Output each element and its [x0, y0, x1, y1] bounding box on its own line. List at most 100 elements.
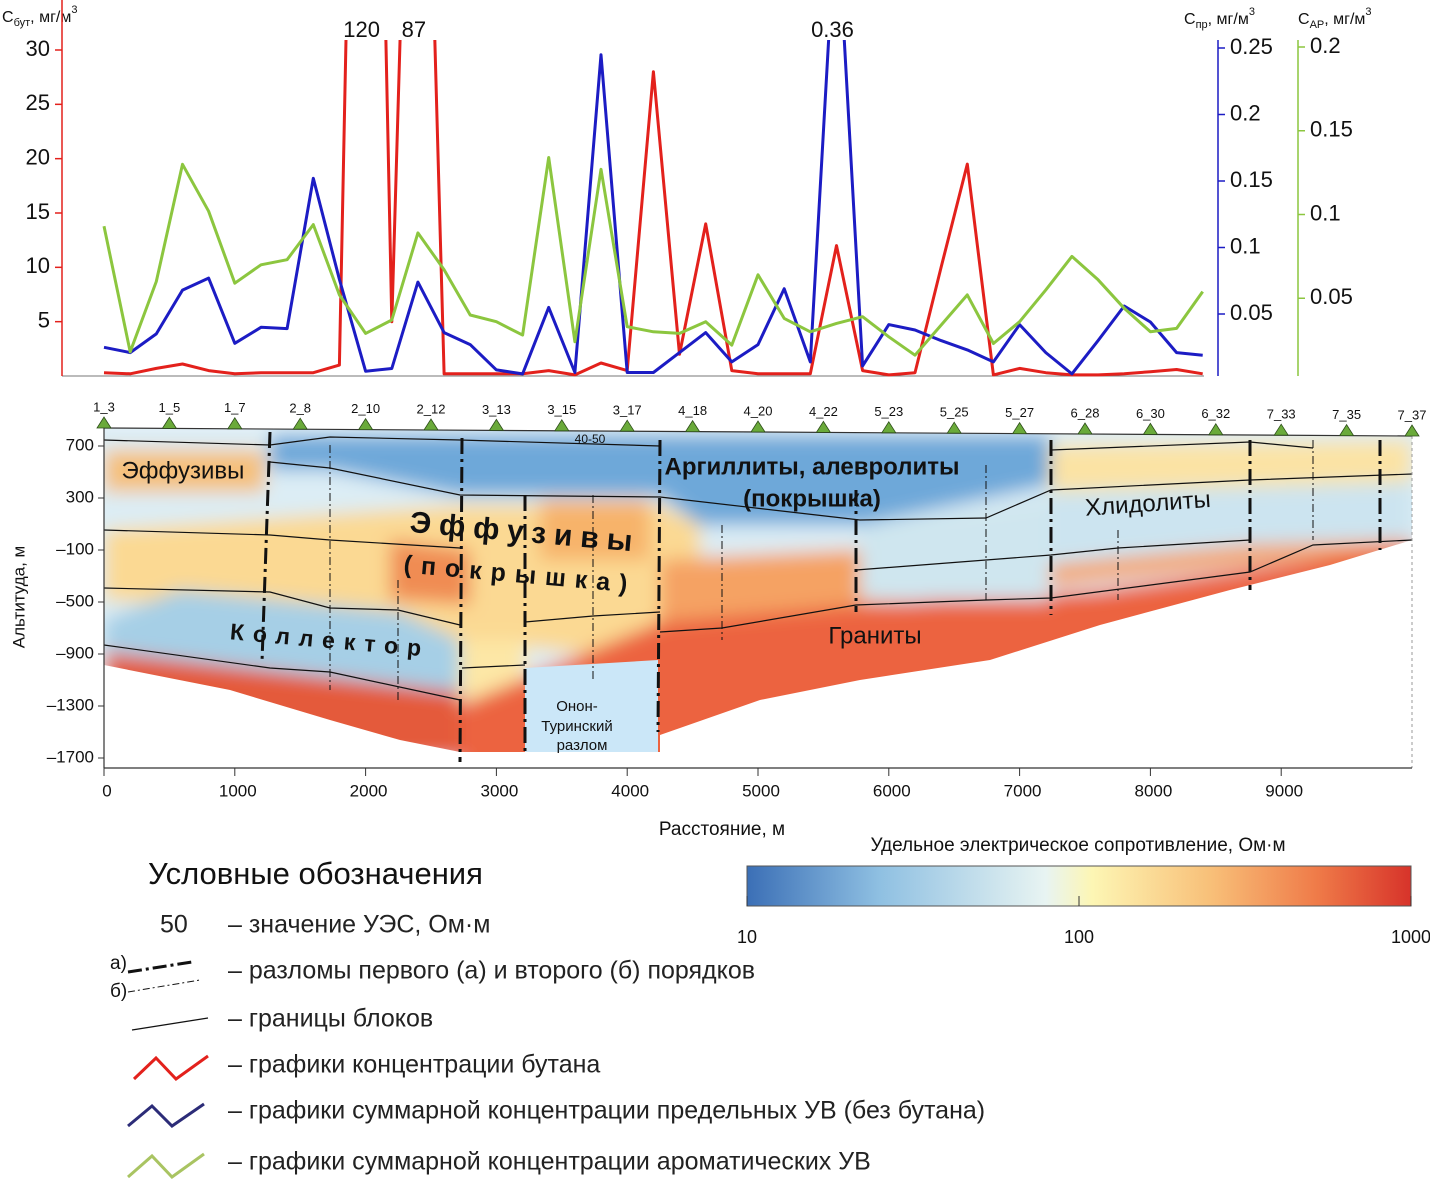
- label-part: , мг/м: [1324, 11, 1365, 28]
- station-marker: [292, 417, 308, 430]
- y3-tick-label: 0.05: [1310, 284, 1353, 309]
- x-tick-label: 5000: [742, 781, 780, 800]
- legend-item: – графики концентрации бутана: [228, 1051, 600, 1079]
- station-label: 2_8: [289, 401, 311, 416]
- station-marker: [1338, 423, 1355, 437]
- legend-symbol: а): [110, 953, 127, 974]
- faults-first-order: [260, 431, 1382, 763]
- x-tick-label: 1000: [219, 781, 257, 800]
- x-tick-label: 8000: [1134, 781, 1172, 800]
- y-tick-label: –1700: [47, 747, 94, 766]
- section-label: разлом: [557, 737, 608, 754]
- legend-symbol: 50: [160, 911, 188, 939]
- station-label: 2_12: [417, 401, 446, 416]
- y-tick-label: 20: [26, 144, 50, 169]
- legend-symbol: б): [110, 981, 127, 1002]
- value-label: 120: [343, 17, 380, 42]
- y-tick-label: 30: [26, 36, 50, 61]
- faults-second-order: [329, 440, 1314, 700]
- legend: Условные обозначения 50 – значение УЭС, …: [110, 856, 985, 1179]
- station-label: 1_7: [224, 400, 246, 415]
- station-label: 4_22: [809, 404, 838, 419]
- station-marker: [1142, 422, 1159, 435]
- legend-line-icon: [127, 1102, 205, 1128]
- station-label: 5_27: [1005, 405, 1034, 420]
- section-label: Онон-: [556, 698, 598, 715]
- series-line: [103, 40, 1203, 377]
- station-marker: [161, 416, 178, 429]
- y2-tick-label: 0.25: [1230, 34, 1273, 59]
- legend-item: – графики суммарной концентрации предель…: [228, 1097, 985, 1125]
- series-line: [102, 156, 1204, 357]
- y-tick-label: 5: [38, 307, 50, 332]
- station-label: 1_3: [93, 399, 115, 414]
- section-label: (покрышка): [743, 485, 881, 512]
- station-marker: [357, 417, 374, 431]
- station-label: 3_13: [482, 402, 511, 417]
- value-label: 87: [402, 17, 426, 42]
- station-marker: [815, 420, 832, 433]
- legend-line-icon: [127, 1152, 205, 1179]
- x-tick-label: 3000: [480, 781, 518, 800]
- station-label: 7_35: [1332, 407, 1361, 422]
- x-tick-label: 9000: [1265, 781, 1303, 800]
- station-label: 3_17: [613, 403, 642, 418]
- station-marker: [750, 420, 766, 433]
- y2-tick-label: 0.1: [1230, 233, 1261, 258]
- legend-line-icon: [132, 1054, 209, 1081]
- station-label: 5_23: [874, 404, 903, 419]
- legend-item: – разломы первого (а) и второго (б) поря…: [228, 957, 755, 985]
- legend-item: – значение УЭС, Ом·м: [228, 911, 490, 939]
- legend-title: Условные обозначения: [148, 856, 483, 891]
- label-part: бут: [14, 17, 31, 29]
- x-tick-label: 7000: [1004, 781, 1042, 800]
- y-tick-label: 25: [26, 90, 50, 115]
- station-label: 6_30: [1136, 406, 1165, 421]
- label-part: 3: [71, 4, 77, 16]
- y-tick-label: 300: [66, 487, 94, 506]
- station-marker: [554, 419, 570, 432]
- station-label: 1_5: [159, 400, 181, 415]
- x-tick-label: 6000: [873, 781, 911, 800]
- resistivity-field: [104, 428, 1412, 752]
- legend-item: – границы блоков: [228, 1005, 433, 1033]
- y-tick-label: 10: [26, 253, 50, 278]
- station-marker: [881, 421, 897, 434]
- station-marker: [619, 419, 635, 432]
- section-y-title: Альтитуда, м: [9, 546, 28, 649]
- value-label: 0.36: [811, 17, 854, 42]
- label-part: С: [1298, 11, 1310, 28]
- station-marker: [96, 416, 112, 429]
- label-part: 3: [1249, 6, 1255, 18]
- label-part: пр: [1196, 19, 1208, 31]
- legend-item: – графики суммарной концентрации аромати…: [228, 1148, 871, 1176]
- station-label: 4_20: [744, 403, 773, 418]
- x-tick-label: 4000: [611, 781, 649, 800]
- label-part: С: [1184, 11, 1196, 28]
- colorbar-tick-label: 10: [737, 927, 757, 947]
- y-axis-title: Сбут, мг/м3: [2, 4, 77, 29]
- station-marker: [227, 417, 243, 430]
- station-label: 3_15: [547, 402, 576, 417]
- legend-fault-a: [127, 960, 193, 974]
- y3-tick-label: 0.15: [1310, 117, 1353, 142]
- section-label: Граниты: [828, 622, 921, 649]
- y3-tick-label: 0.2: [1310, 33, 1341, 58]
- section-label: Аргиллиты, алевролиты: [665, 453, 960, 480]
- y2-tick-label: 0.15: [1230, 167, 1273, 192]
- station-label: 6_28: [1071, 405, 1100, 420]
- station-marker: [1011, 421, 1028, 435]
- block-boundaries: [103, 436, 1413, 701]
- y3-tick-label: 0.1: [1310, 200, 1341, 225]
- section-label: Туринский: [541, 718, 612, 735]
- y-tick-label: –500: [56, 591, 94, 610]
- label-part: С: [2, 9, 14, 26]
- station-marker: [1404, 424, 1420, 437]
- station-marker: [684, 419, 701, 433]
- colorbar-tick-label: 1000: [1391, 927, 1430, 947]
- y3-axis-title: САР, мг/м3: [1298, 6, 1372, 31]
- y2-axis-title: Спр, мг/м3: [1184, 6, 1255, 31]
- station-marker: [1077, 422, 1093, 435]
- station-marker: [1273, 423, 1289, 436]
